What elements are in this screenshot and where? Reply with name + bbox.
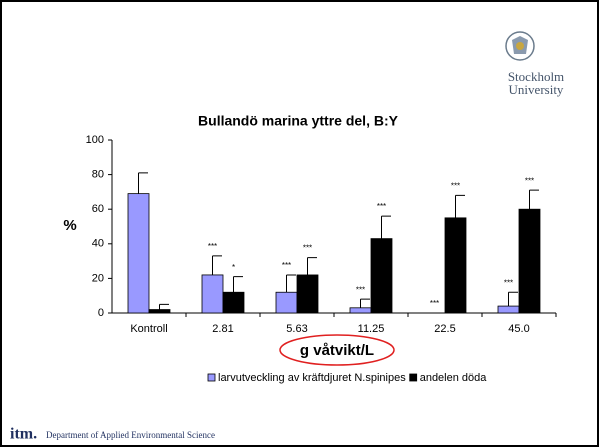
logo-text: Stockholm <box>508 69 564 84</box>
y-tick-label: 20 <box>92 272 104 284</box>
significance-label: *** <box>504 278 513 287</box>
x-axis-label: g våtvikt/L <box>300 342 374 359</box>
legend-label: andelen döda <box>420 372 488 384</box>
error-bar <box>159 303 169 310</box>
significance-label: *** <box>451 181 460 190</box>
y-tick-label: 40 <box>92 238 104 250</box>
x-tick-label: 45.0 <box>508 323 529 335</box>
error-bar <box>381 215 391 239</box>
error-bar <box>529 189 539 210</box>
x-tick-label: Kontroll <box>130 323 167 335</box>
bar <box>518 208 541 314</box>
legend-label: larvutveckling av kräftdjuret N.spinipes <box>218 372 406 384</box>
significance-label: *** <box>282 261 291 270</box>
error-bar <box>212 255 222 275</box>
significance-label: *** <box>525 176 534 185</box>
bar <box>222 291 245 314</box>
x-tick-label: 5.63 <box>286 323 307 335</box>
logo-crest <box>505 31 535 61</box>
logo-text: University <box>509 82 564 97</box>
bar <box>201 274 224 314</box>
x-tick-label: 11.25 <box>358 323 385 335</box>
significance-label: *** <box>208 242 217 251</box>
error-bar <box>508 291 518 307</box>
footer-text: Department of Applied Environmental Scie… <box>46 430 215 440</box>
bar <box>497 305 520 314</box>
legend-swatch <box>207 373 216 382</box>
error-bar <box>233 276 243 293</box>
y-tick-label: 100 <box>86 134 104 146</box>
error-bar <box>286 274 296 293</box>
y-tick-label: 0 <box>98 307 104 319</box>
highlight-ellipse <box>279 334 395 366</box>
bar <box>349 307 372 314</box>
significance-label: * <box>232 263 235 272</box>
error-bar <box>455 194 465 218</box>
significance-label: *** <box>303 244 312 253</box>
bar <box>148 309 171 314</box>
bar <box>275 291 298 314</box>
bar <box>370 238 393 314</box>
legend-swatch <box>409 373 418 382</box>
significance-label: *** <box>430 299 439 308</box>
x-tick-label: 2.81 <box>212 323 233 335</box>
bar <box>127 193 150 314</box>
significance-label: *** <box>377 202 386 211</box>
y-axis-label: % <box>63 217 76 234</box>
y-tick-label: 60 <box>92 203 104 215</box>
error-bar <box>307 257 317 275</box>
chart-title: Bullandö marina yttre del, B:Y <box>198 113 399 129</box>
y-tick-label: 80 <box>92 169 104 181</box>
bar <box>296 274 319 314</box>
footer-brand: itm. <box>10 426 37 443</box>
significance-label: *** <box>356 285 365 294</box>
error-bar <box>138 172 148 194</box>
x-tick-label: 22.5 <box>434 323 455 335</box>
bar <box>444 217 467 314</box>
error-bar <box>360 298 370 308</box>
